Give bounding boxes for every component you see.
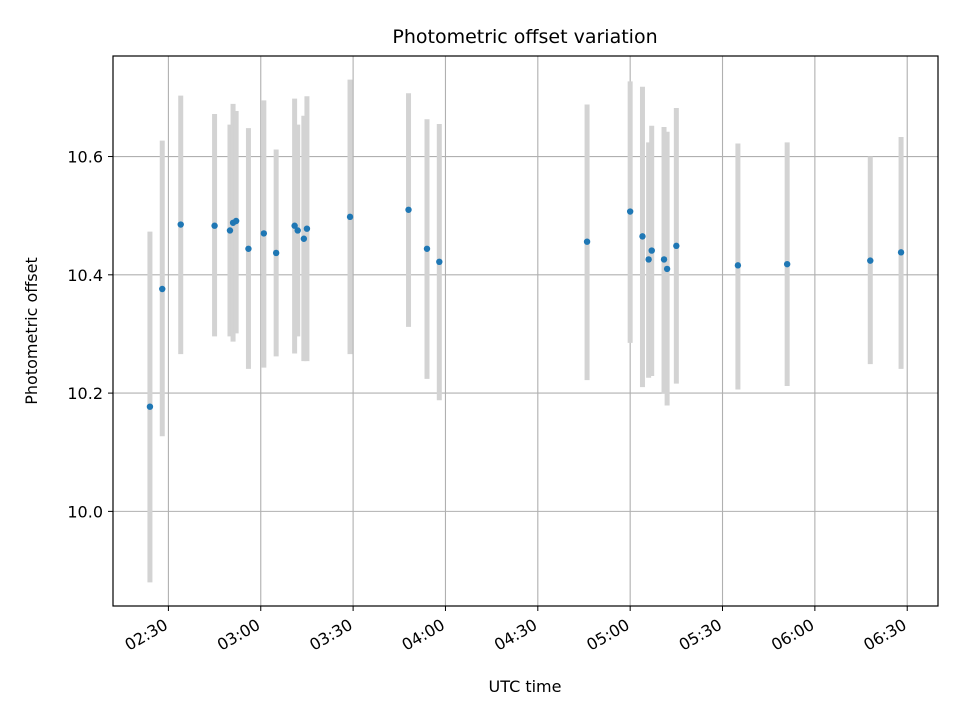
data-point [897,249,905,256]
y-axis: 10.0 10.2 10.4 10.6 [67,148,113,521]
data-point [673,242,680,250]
y-tick-label: 10.6 [67,148,103,167]
data-point [177,221,184,228]
data-point [232,217,240,225]
plot-frame [112,55,939,607]
data-point [867,257,874,264]
data-point [245,245,252,252]
data-point [226,227,234,234]
data-point [291,222,298,229]
y-tick-label: 10.4 [67,266,103,285]
chart-title: Photometric offset variation [392,26,657,48]
data-point [260,230,268,237]
data-point [639,233,646,240]
y-tick-label: 10.0 [67,502,103,521]
data-point [300,235,308,242]
x-axis-label: UTC time [489,677,562,696]
data-point [645,256,652,263]
data-point [405,206,412,213]
data-point [146,403,154,410]
data-point [660,256,668,263]
data-point [423,245,431,252]
data-point [436,258,443,266]
data-point [272,249,280,257]
data-point [211,222,218,229]
data-points [146,206,905,410]
data-point [294,227,301,234]
y-tick-label: 10.2 [67,384,103,403]
data-point [159,285,166,293]
data-point [346,213,354,221]
data-point [626,208,634,215]
data-point [734,262,742,269]
data-point [663,265,671,273]
data-point [303,225,311,232]
y-axis-label: Photometric offset [22,257,41,405]
data-point [583,238,591,245]
data-point [648,247,655,254]
data-point [783,260,791,268]
